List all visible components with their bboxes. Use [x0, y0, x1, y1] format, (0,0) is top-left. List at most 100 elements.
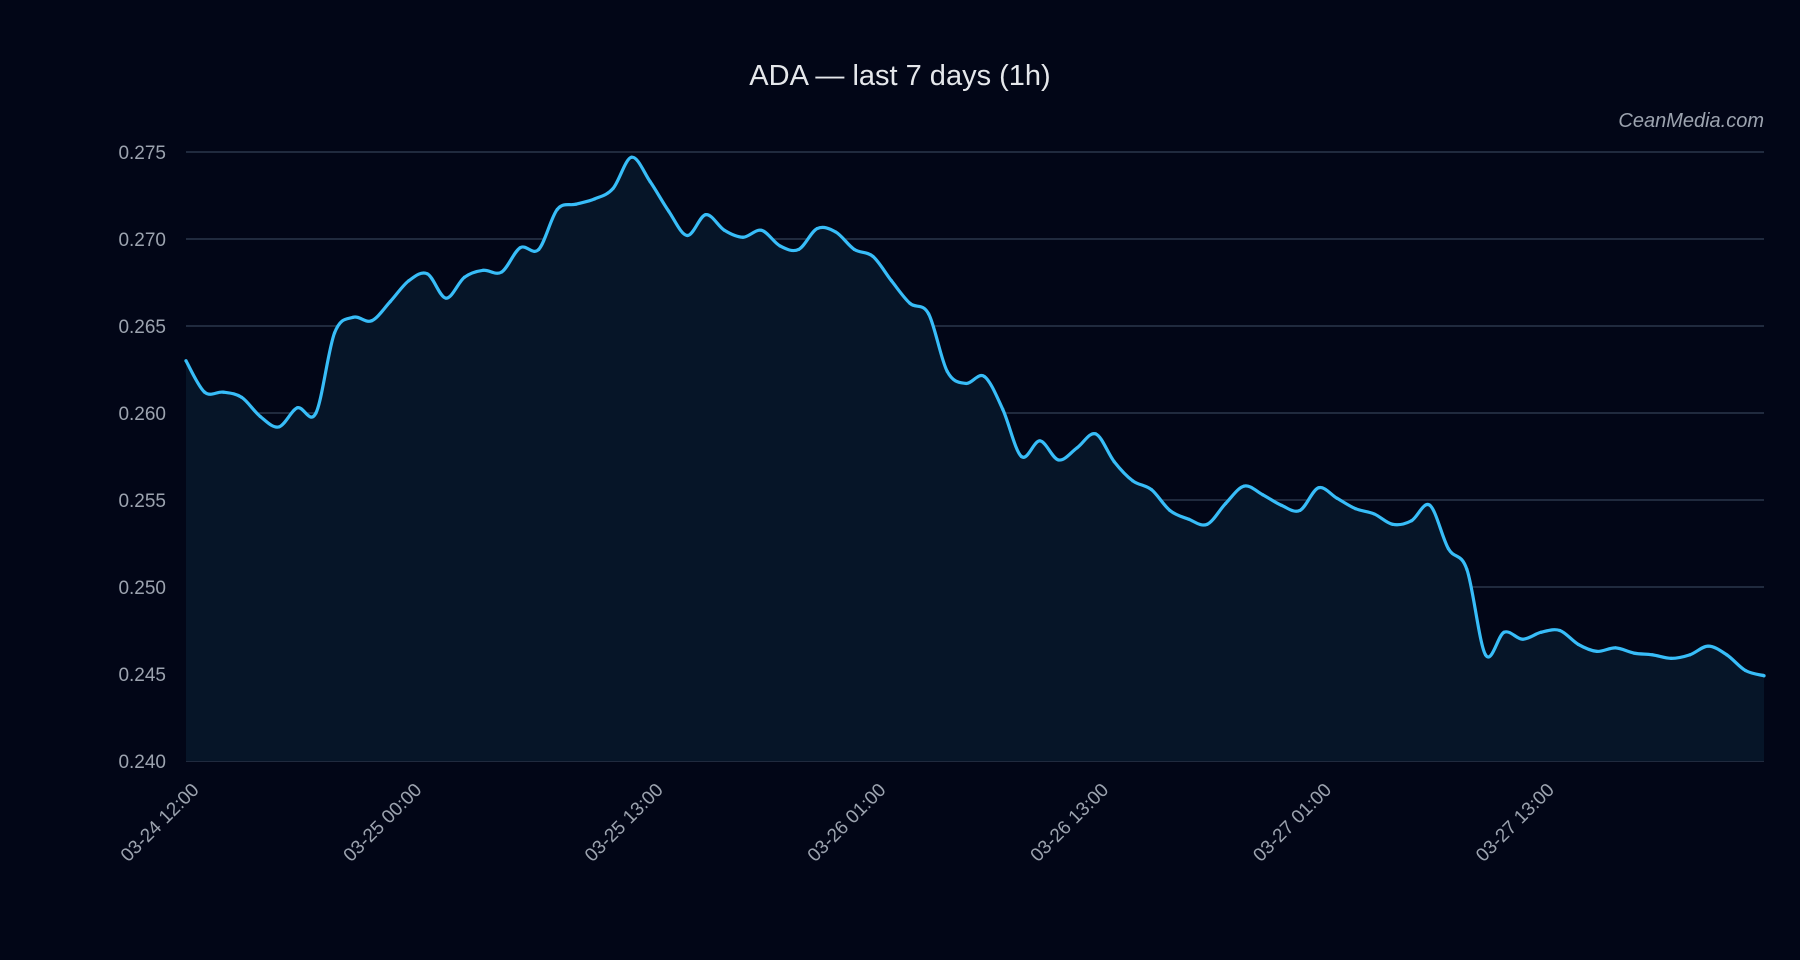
- data-point: [1038, 439, 1042, 443]
- data-point: [314, 411, 318, 415]
- data-point: [1483, 653, 1488, 657]
- data-point: [221, 390, 225, 394]
- data-point: [425, 272, 429, 276]
- data-point: [1279, 503, 1283, 507]
- data-point: [1168, 508, 1172, 513]
- data-point: [1131, 479, 1135, 483]
- data-point: [518, 246, 522, 250]
- data-point: [481, 268, 485, 272]
- data-point: [592, 197, 597, 201]
- data-point: [1502, 630, 1506, 634]
- y-tick-label: 0.275: [118, 143, 166, 164]
- data-point: [1186, 517, 1191, 521]
- data-point: [1298, 508, 1302, 513]
- data-point: [778, 244, 782, 248]
- data-point: [1353, 507, 1358, 511]
- y-tick-label: 0.265: [118, 317, 166, 338]
- x-tick-label: 03-27 13:00: [1472, 780, 1559, 867]
- data-point: [889, 279, 894, 283]
- data-point: [648, 179, 652, 184]
- x-tick-label: 03-25 00:00: [340, 780, 427, 867]
- y-tick-label: 0.240: [118, 752, 166, 773]
- data-point: [1205, 522, 1209, 526]
- data-point: [667, 209, 671, 213]
- data-point: [1743, 668, 1748, 673]
- data-point: [1669, 656, 1673, 660]
- data-point: [945, 369, 949, 373]
- x-tick-label: 03-26 01:00: [804, 780, 891, 867]
- x-tick-label: 03-27 01:00: [1249, 780, 1336, 867]
- data-point: [611, 186, 615, 191]
- data-points: [184, 155, 1766, 678]
- data-point: [629, 155, 634, 159]
- data-point: [277, 425, 281, 429]
- data-point: [258, 414, 262, 419]
- data-point: [351, 315, 355, 319]
- y-tick-label: 0.250: [118, 578, 166, 599]
- data-point: [202, 390, 207, 394]
- data-point: [852, 247, 856, 252]
- data-point: [871, 254, 875, 258]
- data-point: [1428, 503, 1432, 507]
- data-point: [537, 247, 541, 252]
- data-point: [964, 381, 968, 386]
- data-point: [240, 395, 244, 399]
- watermark: CeanMedia.com: [1618, 110, 1764, 132]
- data-point: [1149, 487, 1153, 492]
- y-tick-label: 0.260: [118, 404, 166, 425]
- data-point: [574, 202, 578, 206]
- price-area-fill: [186, 157, 1764, 761]
- data-point: [462, 275, 467, 279]
- data-point: [982, 374, 986, 379]
- data-point: [1372, 512, 1376, 516]
- x-tick-label: 03-24 12:00: [117, 780, 204, 867]
- data-point: [685, 233, 689, 238]
- data-point: [1688, 653, 1692, 657]
- data-point: [388, 300, 392, 304]
- data-point: [184, 359, 188, 363]
- data-point: [1242, 484, 1246, 488]
- data-point: [1725, 653, 1729, 657]
- data-point: [1001, 407, 1005, 412]
- data-point: [1075, 446, 1079, 450]
- data-point: [815, 226, 819, 231]
- data-point: [1316, 486, 1321, 490]
- data-point: [1112, 460, 1116, 464]
- data-point: [1595, 649, 1599, 653]
- data-point: [1651, 653, 1655, 657]
- data-point: [407, 279, 411, 283]
- data-point: [741, 235, 745, 239]
- data-point: [1409, 519, 1413, 523]
- y-tick-label: 0.245: [118, 665, 166, 686]
- data-point: [1576, 642, 1580, 647]
- data-point: [1762, 674, 1766, 678]
- data-point: [332, 331, 337, 335]
- chart-title: ADA — last 7 days (1h): [749, 60, 1050, 92]
- y-tick-label: 0.270: [118, 230, 166, 251]
- data-point: [1094, 432, 1098, 436]
- data-point: [1446, 547, 1450, 551]
- data-point: [1261, 493, 1265, 497]
- data-point: [295, 406, 299, 410]
- data-point: [1019, 454, 1024, 459]
- data-point: [759, 228, 764, 232]
- data-point: [722, 228, 726, 232]
- data-point: [555, 207, 559, 212]
- x-tick-label: 03-25 13:00: [581, 780, 668, 867]
- data-point: [1391, 522, 1395, 526]
- data-point: [1521, 637, 1525, 641]
- data-point: [1056, 458, 1061, 462]
- x-tick-label: 03-26 13:00: [1027, 780, 1114, 867]
- y-tick-label: 0.255: [118, 491, 166, 512]
- data-point: [1539, 630, 1543, 634]
- data-point: [704, 213, 708, 217]
- data-point: [370, 319, 374, 323]
- data-point: [1558, 628, 1562, 633]
- data-point: [444, 296, 448, 300]
- data-point: [500, 270, 504, 274]
- x-axis-ticks: 03-24 12:00 03-25 00:00 03-25 13:00 03-26 0…: [117, 780, 1559, 867]
- data-point: [1613, 646, 1618, 650]
- data-point: [1465, 568, 1469, 572]
